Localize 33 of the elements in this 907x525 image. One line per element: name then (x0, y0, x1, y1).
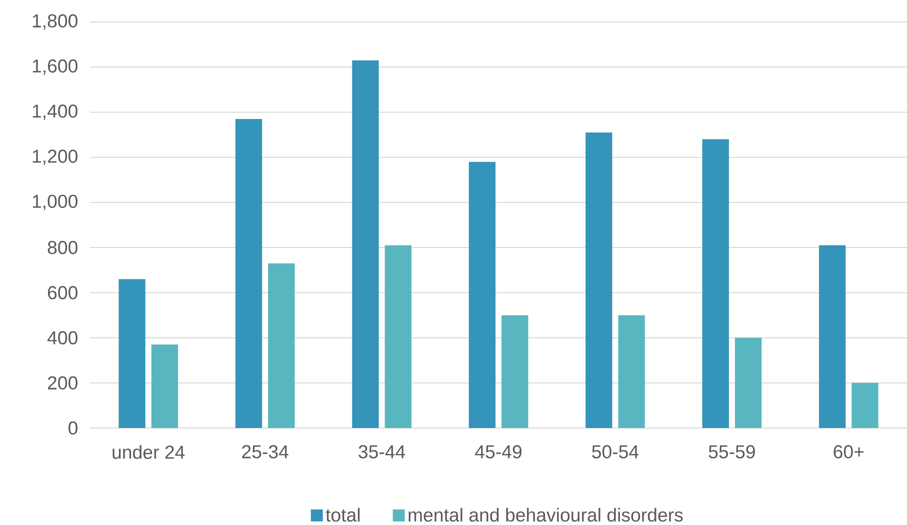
y-tick-label: 400 (47, 331, 78, 344)
bar (352, 60, 379, 428)
bar (468, 162, 496, 428)
bar (586, 132, 612, 428)
y-tick-label: 200 (48, 376, 78, 390)
x-tick-label: 35-44 (358, 445, 406, 458)
y-tick-label: 0 (68, 421, 78, 435)
bar (151, 344, 178, 428)
bar (384, 245, 412, 428)
legend-label: mental and behavioural disorders (408, 508, 683, 522)
x-tick-label: 55-59 (708, 445, 755, 458)
bar (618, 315, 645, 428)
y-tick-label: 600 (48, 286, 78, 300)
x-tick-label: 50-54 (592, 445, 639, 458)
y-tick-label: 1,800 (32, 14, 78, 30)
x-tick-label: 45-49 (475, 445, 522, 458)
legend-label: total (326, 508, 360, 522)
bar (734, 338, 762, 428)
bar (235, 118, 262, 428)
y-tick-label: 1,400 (32, 104, 78, 120)
x-tick-label: under 24 (112, 445, 185, 459)
y-tick-label: 1,000 (32, 194, 78, 210)
bar (702, 139, 729, 428)
x-tick-label: 60+ (834, 445, 864, 458)
bar (118, 279, 146, 428)
bar (852, 382, 878, 428)
y-tick-label: 800 (48, 240, 78, 254)
y-tick-label: 1,600 (32, 59, 78, 75)
bar (268, 263, 295, 428)
y-tick-label: 1,200 (32, 150, 78, 166)
bar (502, 315, 528, 428)
bar (818, 245, 846, 428)
x-tick-label: 25-34 (242, 445, 288, 458)
